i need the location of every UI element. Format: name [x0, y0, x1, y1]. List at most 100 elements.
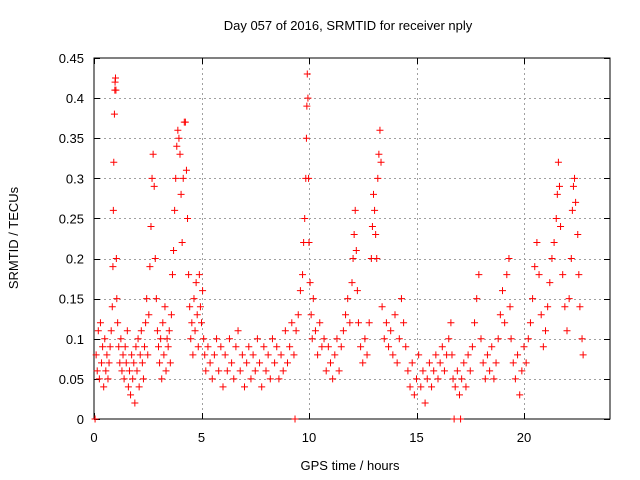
data-point — [333, 335, 341, 343]
data-point — [131, 399, 139, 407]
data-point — [552, 214, 560, 222]
data-point — [194, 343, 202, 351]
data-point — [453, 367, 461, 375]
data-point — [539, 343, 547, 351]
data-point — [135, 383, 143, 391]
data-point — [118, 367, 126, 375]
data-point — [177, 190, 185, 198]
data-point — [327, 359, 334, 367]
data-point — [351, 206, 359, 214]
data-point — [344, 295, 352, 303]
data-point — [516, 391, 524, 399]
data-point — [275, 375, 283, 383]
data-point — [266, 375, 274, 383]
data-point — [238, 351, 246, 359]
data-point — [303, 70, 311, 78]
data-point — [268, 335, 276, 343]
data-point — [159, 319, 167, 327]
data-point — [99, 343, 107, 351]
data-point — [314, 351, 322, 359]
data-point — [309, 295, 317, 303]
data-point — [450, 415, 458, 423]
data-point — [230, 375, 238, 383]
data-point — [511, 375, 519, 383]
y-tick-label: 0.1 — [66, 332, 84, 347]
data-point — [190, 295, 198, 303]
data-point — [524, 335, 532, 343]
data-point — [561, 303, 569, 311]
data-point — [137, 327, 145, 335]
data-point — [100, 383, 108, 391]
data-point — [158, 375, 166, 383]
data-point — [210, 351, 218, 359]
data-point — [188, 319, 196, 327]
data-point — [537, 311, 545, 319]
data-point — [187, 335, 195, 343]
data-point — [368, 222, 376, 230]
data-point — [102, 367, 110, 375]
data-point — [548, 255, 556, 263]
data-point — [492, 359, 500, 367]
data-point — [404, 367, 412, 375]
data-point — [234, 327, 242, 335]
data-point — [385, 343, 393, 351]
axis-tick-labels: 0 0.05 0.1 0.15 0.2 0.25 0.3 0.35 0.4 0.45 0 5 10 15 2… — [59, 51, 532, 445]
data-point — [359, 359, 367, 367]
data-point — [553, 190, 561, 198]
data-point — [544, 303, 552, 311]
data-point — [167, 311, 175, 319]
data-point — [172, 174, 180, 182]
data-point — [402, 343, 410, 351]
data-point — [93, 367, 101, 375]
data-point — [322, 367, 330, 375]
chart-title: Day 057 of 2016, SRMTID for receiver npl… — [224, 18, 473, 33]
data-point — [410, 391, 418, 399]
data-point — [440, 367, 448, 375]
data-point — [142, 319, 150, 327]
data-point — [507, 335, 515, 343]
data-point — [107, 327, 115, 335]
x-axis-label: GPS time / hours — [301, 458, 400, 473]
data-point — [448, 351, 456, 359]
data-point — [143, 295, 151, 303]
data-point — [569, 182, 577, 190]
data-point — [138, 359, 146, 367]
data-point — [258, 383, 266, 391]
data-point — [357, 343, 365, 351]
y-tick-label: 0.45 — [59, 51, 84, 66]
data-point — [223, 367, 231, 375]
data-point — [514, 351, 522, 359]
data-point — [307, 311, 315, 319]
data-point — [555, 182, 563, 190]
data-point — [128, 351, 136, 359]
data-point — [225, 335, 233, 343]
data-point — [503, 271, 511, 279]
data-point — [481, 375, 489, 383]
data-point — [201, 351, 209, 359]
data-point — [477, 335, 485, 343]
data-point — [173, 142, 181, 150]
data-point — [199, 287, 207, 295]
data-point — [535, 271, 543, 279]
plot-frame — [93, 57, 611, 420]
data-point — [518, 367, 526, 375]
data-point — [434, 375, 442, 383]
data-point — [456, 391, 463, 399]
data-point — [335, 367, 343, 375]
data-point — [241, 383, 248, 391]
data-point — [249, 351, 257, 359]
data-point — [117, 335, 125, 343]
data-point — [460, 359, 468, 367]
data-point — [104, 375, 112, 383]
data-point — [496, 311, 504, 319]
data-point — [149, 150, 157, 158]
data-point — [279, 367, 287, 375]
data-point — [305, 174, 313, 182]
x-tick-label: 5 — [198, 430, 205, 445]
data-point — [264, 351, 272, 359]
data-point — [176, 150, 184, 158]
data-point — [400, 319, 408, 327]
y-tick-label: 0.35 — [59, 131, 84, 146]
data-point — [486, 367, 494, 375]
data-point — [277, 351, 285, 359]
